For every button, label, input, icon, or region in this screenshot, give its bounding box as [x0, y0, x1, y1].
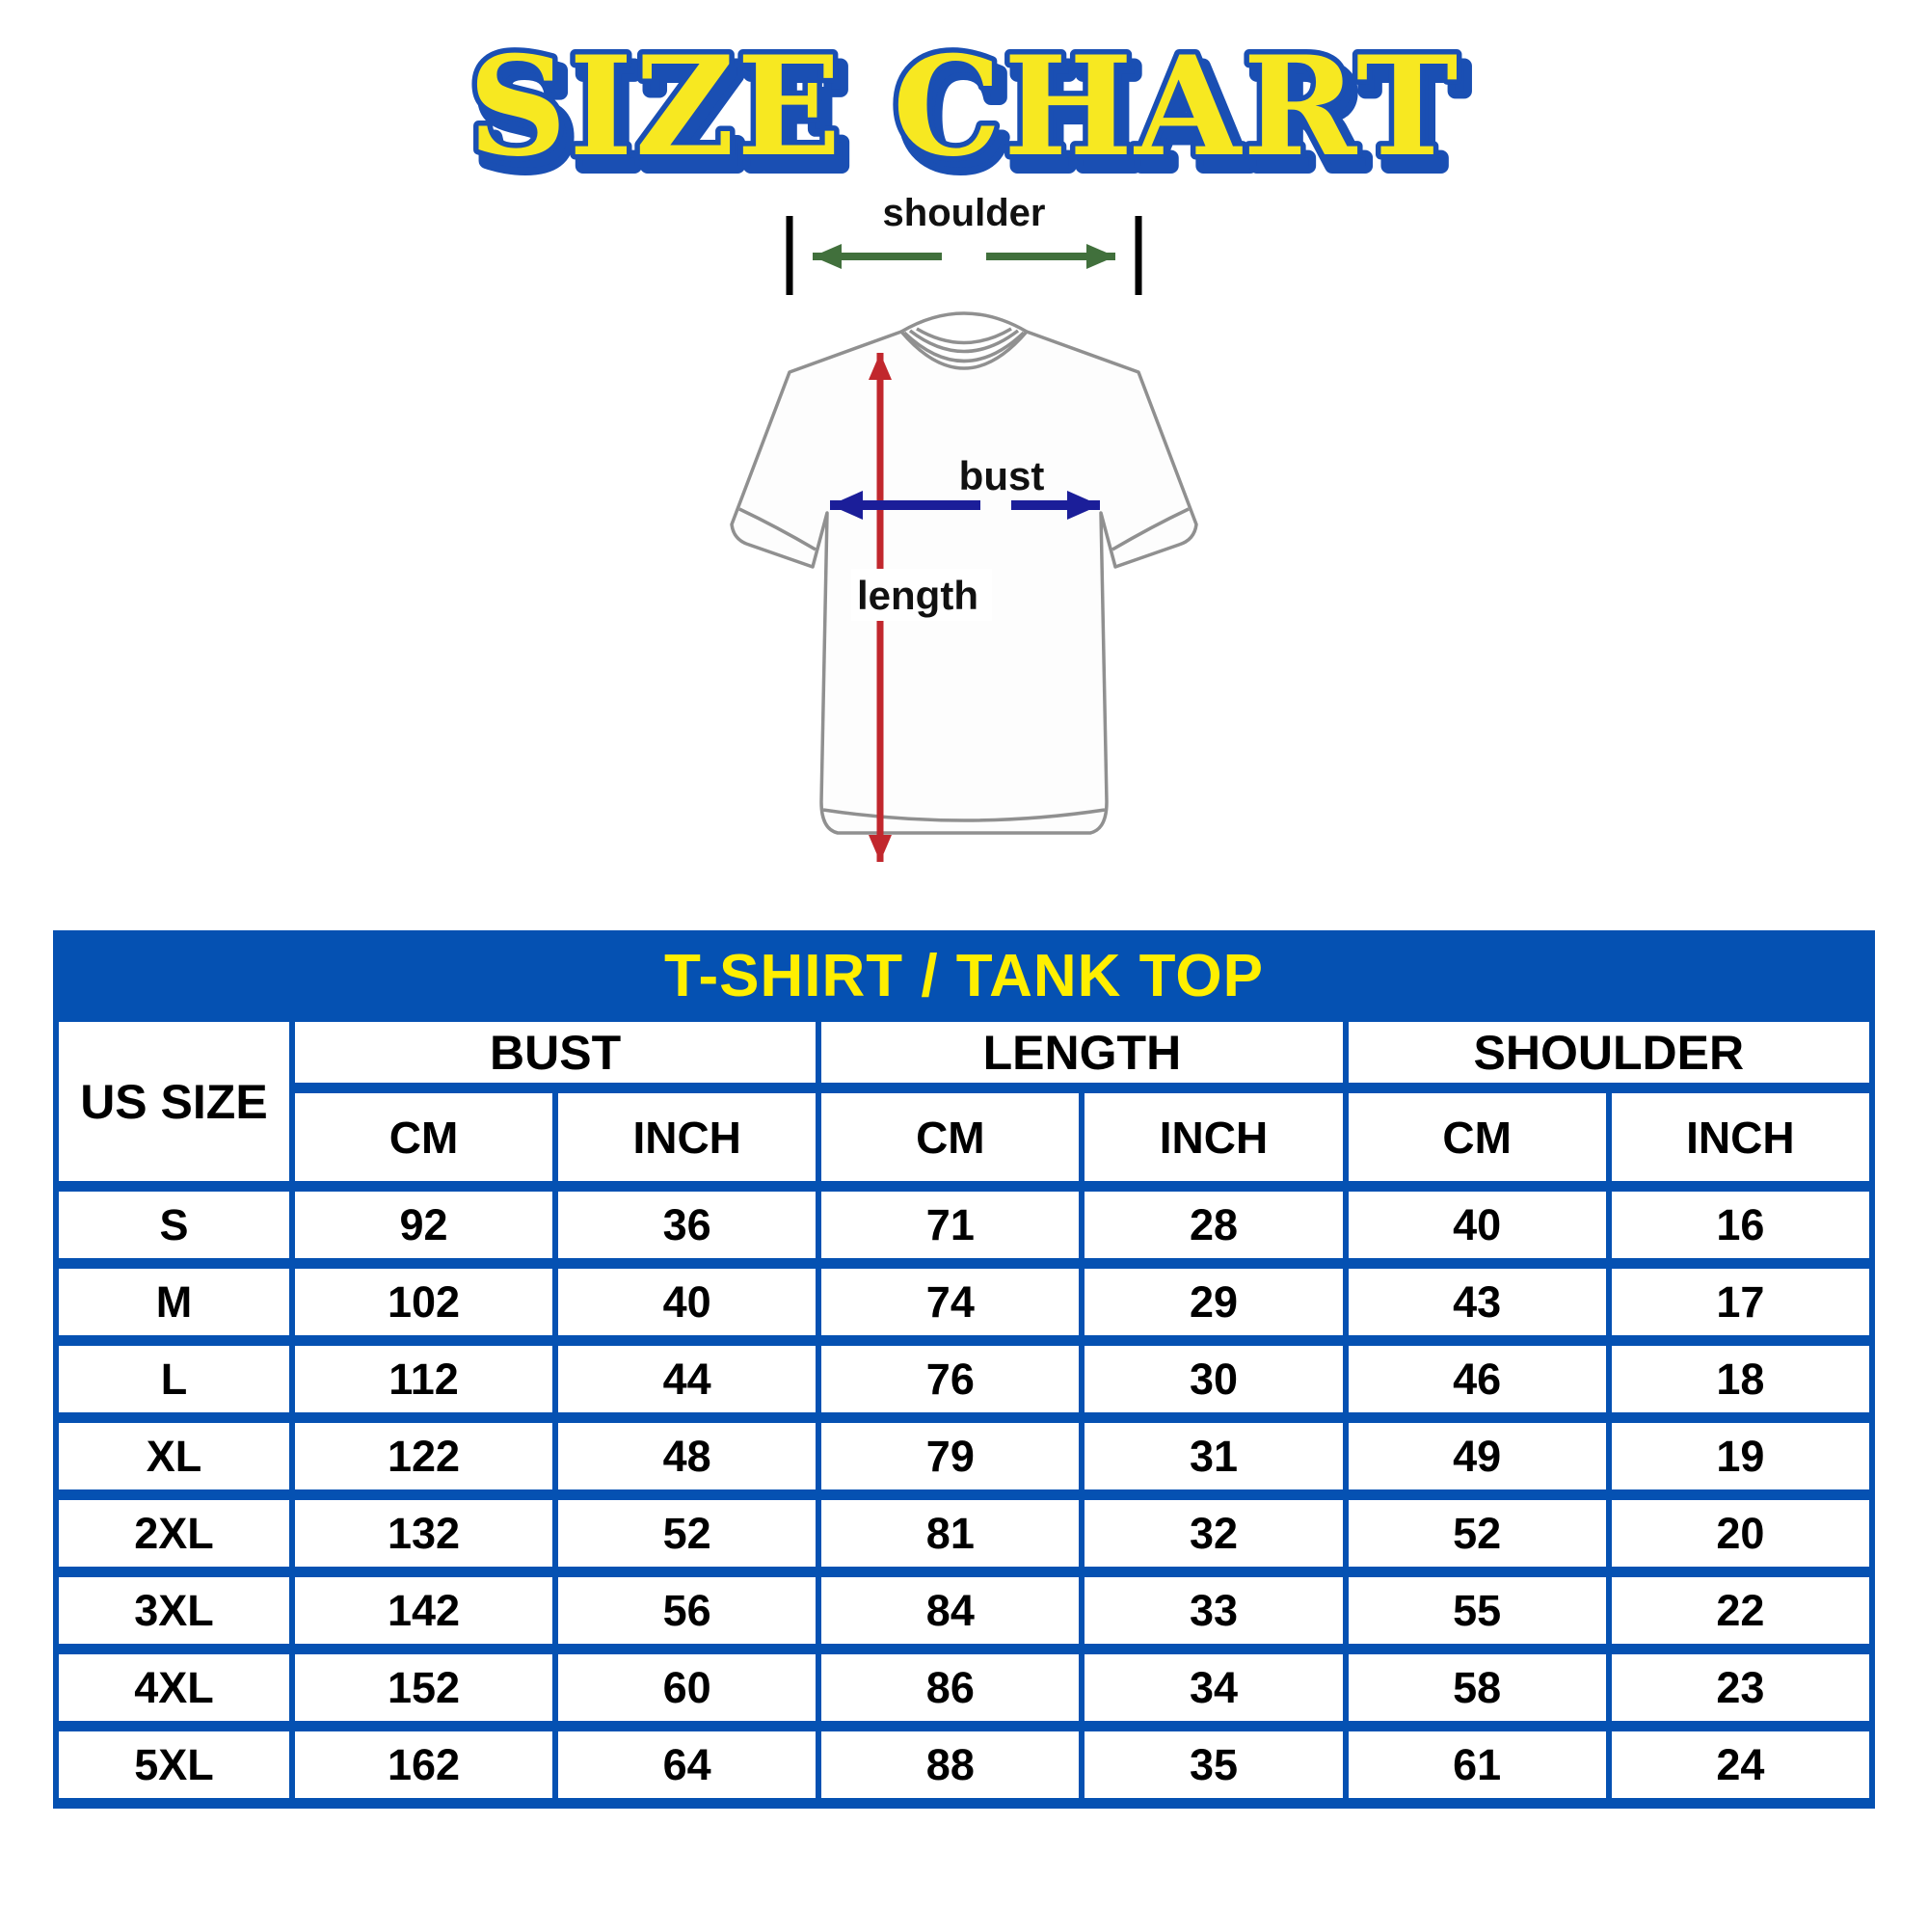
page-title-art: SIZE CHART SIZE CHART: [463, 22, 1473, 205]
measurement-cell: 112: [288, 1335, 559, 1423]
length-group-header: LENGTH: [816, 1011, 1349, 1093]
measurement-cell: 79: [816, 1412, 1085, 1500]
measurement-cell: 16: [1605, 1181, 1876, 1269]
table-row: XL 122 48 79 31 49 19: [53, 1412, 1876, 1500]
measurement-cell: 142: [288, 1567, 559, 1654]
measurement-cell: 52: [1342, 1489, 1612, 1577]
measurement-cell: 19: [1605, 1412, 1876, 1500]
table-row: M 102 40 74 29 43 17: [53, 1258, 1876, 1346]
measurement-cell: 152: [288, 1644, 559, 1731]
measurement-cell: 102: [288, 1258, 559, 1346]
measurement-cell: 71: [816, 1181, 1085, 1269]
table-title: T-SHIRT / TANK TOP: [53, 930, 1875, 1022]
measure-group-header-row: US SIZE BUST LENGTH SHOULDER: [53, 1011, 1876, 1192]
shoulder-cm-header: CM: [1342, 1083, 1612, 1192]
measurement-cell: 40: [552, 1258, 822, 1346]
length-inch-header: INCH: [1079, 1083, 1349, 1192]
measurement-cell: 162: [288, 1721, 559, 1809]
measurement-cell: 35: [1079, 1721, 1349, 1809]
size-table-body: S 92 36 71 28 40 16 M 102 40 74 29 43 17 L 112 44 76 30 46 1…: [53, 1181, 1876, 1809]
us-size-cell: M: [53, 1258, 295, 1346]
measurement-cell: 60: [552, 1644, 822, 1731]
measurement-cell: 22: [1605, 1567, 1876, 1654]
table-row: 2XL 132 52 81 32 52 20: [53, 1489, 1876, 1577]
measurement-cell: 52: [552, 1489, 822, 1577]
measurement-cell: 30: [1079, 1335, 1349, 1423]
length-label: length: [857, 573, 978, 618]
measurement-cell: 43: [1342, 1258, 1612, 1346]
measurement-cell: 17: [1605, 1258, 1876, 1346]
measurement-cell: 61: [1342, 1721, 1612, 1809]
measurement-cell: 74: [816, 1258, 1085, 1346]
measurement-cell: 88: [816, 1721, 1085, 1809]
measurement-cell: 92: [288, 1181, 559, 1269]
shoulder-label: shoulder: [883, 192, 1046, 234]
collar-ribbing: [900, 311, 1028, 363]
measurement-cell: 33: [1079, 1567, 1349, 1654]
measurement-cell: 58: [1342, 1644, 1612, 1731]
bust-cm-header: CM: [288, 1083, 559, 1192]
us-size-cell: 4XL: [53, 1644, 295, 1731]
measurement-cell: 49: [1342, 1412, 1612, 1500]
table-row: L 112 44 76 30 46 18: [53, 1335, 1876, 1423]
measurement-cell: 28: [1079, 1181, 1349, 1269]
measurement-cell: 81: [816, 1489, 1085, 1577]
table-row: S 92 36 71 28 40 16: [53, 1181, 1876, 1269]
measurement-cell: 24: [1605, 1721, 1876, 1809]
table-title-row: T-SHIRT / TANK TOP: [53, 930, 1875, 1022]
measurement-cell: 84: [816, 1567, 1085, 1654]
length-cm-header: CM: [816, 1083, 1085, 1192]
length-label-backing: [851, 569, 992, 621]
measurement-cell: 34: [1079, 1644, 1349, 1731]
measurement-cell: 36: [552, 1181, 822, 1269]
measurement-cell: 86: [816, 1644, 1085, 1731]
bust-group-header: BUST: [288, 1011, 822, 1093]
measurement-cell: 56: [552, 1567, 822, 1654]
us-size-cell: 2XL: [53, 1489, 295, 1577]
measurement-cell: 64: [552, 1721, 822, 1809]
measurement-cell: 20: [1605, 1489, 1876, 1577]
measurement-cell: 31: [1079, 1412, 1349, 1500]
measurement-cell: 29: [1079, 1258, 1349, 1346]
table-row: 5XL 162 64 88 35 61 24: [53, 1721, 1876, 1809]
measurement-cell: 48: [552, 1412, 822, 1500]
shoulder-group-header: SHOULDER: [1342, 1011, 1876, 1093]
measurement-cell: 55: [1342, 1567, 1612, 1654]
measurement-cell: 18: [1605, 1335, 1876, 1423]
cuff-and-hem-lines: [738, 507, 1190, 822]
bust-inch-header: INCH: [552, 1083, 822, 1192]
page-title-shadow: SIZE CHART: [476, 39, 1468, 199]
bust-label: bust: [959, 453, 1045, 498]
table-row: 3XL 142 56 84 33 55 22: [53, 1567, 1876, 1654]
us-size-cell: XL: [53, 1412, 295, 1500]
measurement-cell: 76: [816, 1335, 1085, 1423]
unit-header-row: CM INCH CM INCH CM INCH: [56, 1083, 1876, 1192]
shoulder-inch-header: INCH: [1605, 1083, 1876, 1192]
us-size-cell: S: [53, 1181, 295, 1269]
measurement-cell: 122: [288, 1412, 559, 1500]
measurement-cell: 32: [1079, 1489, 1349, 1577]
measurement-cell: 40: [1342, 1181, 1612, 1269]
us-size-cell: 5XL: [53, 1721, 295, 1809]
page-title: SIZE CHART: [469, 27, 1460, 187]
measurement-cell: 132: [288, 1489, 559, 1577]
table-row: 4XL 152 60 86 34 58 23: [53, 1644, 1876, 1731]
us-size-cell: L: [53, 1335, 295, 1423]
size-table: T-SHIRT / TANK TOP US SIZE BUST LENGTH S…: [53, 930, 1876, 1809]
us-size-cell: 3XL: [53, 1567, 295, 1654]
us-size-header: US SIZE: [53, 1011, 295, 1192]
measurement-cell: 44: [552, 1335, 822, 1423]
measurement-cell: 46: [1342, 1335, 1612, 1423]
tshirt-measurement-diagram: shoulder length bust: [730, 192, 1198, 862]
measurement-cell: 23: [1605, 1644, 1876, 1731]
